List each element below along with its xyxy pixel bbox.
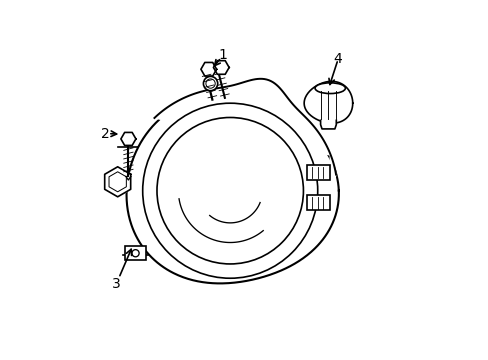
Text: 4: 4 [332, 51, 341, 66]
Polygon shape [213, 61, 229, 74]
FancyBboxPatch shape [306, 195, 329, 210]
Circle shape [203, 76, 217, 91]
Polygon shape [320, 120, 336, 129]
Ellipse shape [314, 83, 345, 94]
Polygon shape [121, 132, 136, 145]
FancyBboxPatch shape [306, 165, 329, 180]
Polygon shape [304, 81, 352, 123]
Text: 1: 1 [218, 48, 227, 62]
Polygon shape [201, 62, 216, 76]
FancyBboxPatch shape [125, 246, 145, 260]
Polygon shape [154, 79, 335, 191]
Polygon shape [104, 167, 130, 197]
Text: 3: 3 [111, 276, 120, 291]
Text: 2: 2 [101, 127, 109, 140]
Polygon shape [126, 95, 338, 283]
